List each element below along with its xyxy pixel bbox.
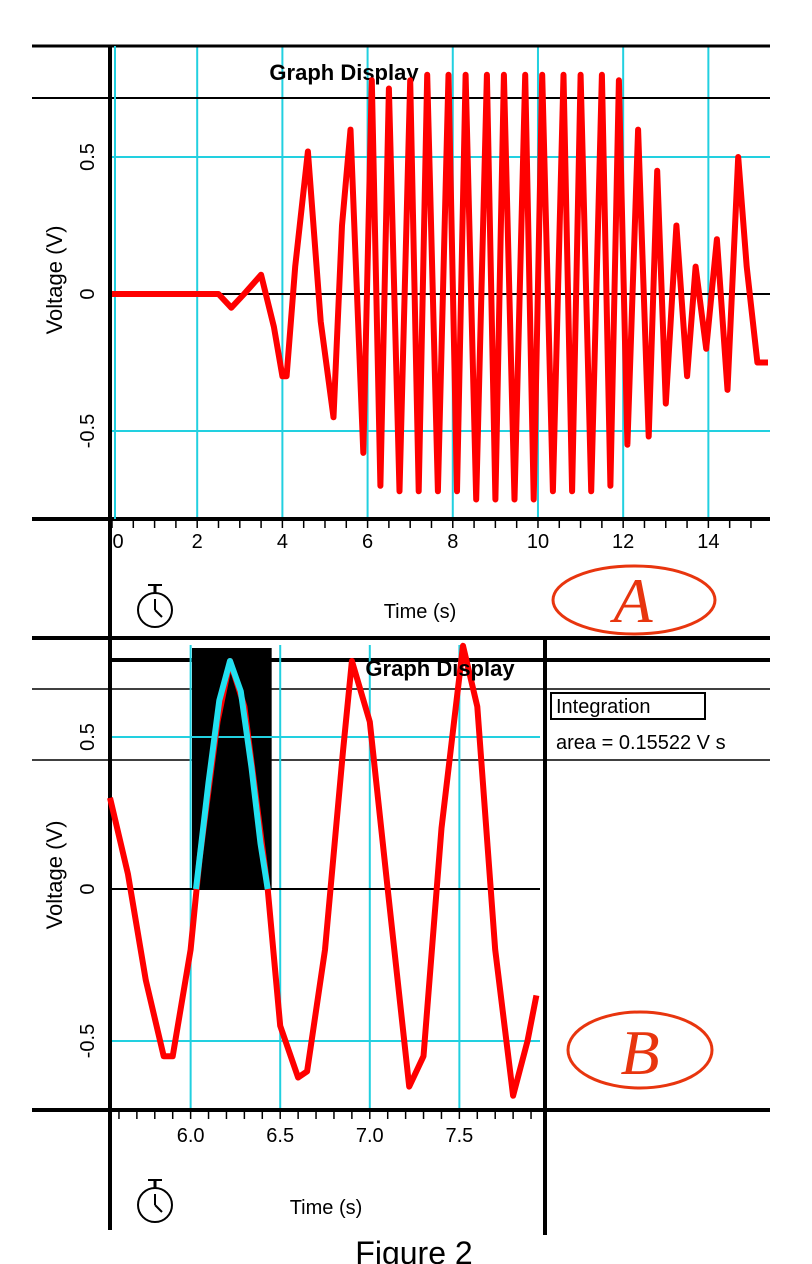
y-tick-label-b: 0 [77,883,99,894]
badge-ellipse-a [551,564,717,636]
y-tick-label-a: 0.5 [77,143,99,171]
stopwatch-icon[interactable] [137,1179,173,1223]
x-tick-label-b: 7.5 [445,1125,473,1147]
xlabel-b: Time (s) [290,1197,363,1219]
xlabel-a: Time (s) [384,601,457,623]
y-ticks-a: 0.5 0 -0.5 [77,143,99,448]
ylabel-a: Voltage (V) [42,226,67,335]
y-tick-label-b: 0.5 [77,723,99,751]
integration-label: Integration [556,696,651,718]
series-line-a [112,71,768,503]
x-tick-label-a: 6 [362,531,373,553]
x-tick-label-a: 12 [612,531,634,553]
x-ticks-a: 0 2 4 6 8 10 12 14 [111,521,752,553]
series-line-b [107,642,540,1099]
title-a: Graph Display [269,60,419,85]
y-tick-label-a: 0 [77,288,99,299]
stopwatch-icon[interactable] [137,584,173,628]
series-line-b-integrated [193,658,271,890]
x-tick-label-a: 0 [112,531,123,553]
integration-result: area = 0.15522 V s [556,732,726,754]
x-tick-label-a: 4 [277,531,288,553]
ylabel-b: Voltage (V) [42,821,67,930]
badge-b: B [620,1017,659,1088]
y-ticks-b: 0.5 0 -0.5 [77,723,99,1058]
badge-a: A [609,565,653,636]
x-tick-label-b: 6.5 [266,1125,294,1147]
x-tick-label-a: 2 [192,531,203,553]
x-tick-label-a: 14 [697,531,719,553]
title-b: Graph Display [365,656,515,681]
panel-a: 0.5 0 -0.5 0 2 4 6 8 10 12 14 Graph Display Volta… [32,44,770,640]
figure-caption: Figure 2 [355,1235,472,1264]
x-ticks-b: 6.0 6.5 7.0 7.5 [118,1112,532,1147]
x-tick-label-a: 8 [447,531,458,553]
panel-b: 0.5 0 -0.5 6.0 6.5 7.0 7.5 Graph Display Volt… [32,640,770,1235]
x-tick-label-b: 6.0 [177,1125,205,1147]
badge-ellipse-b [566,1010,714,1090]
x-tick-label-a: 10 [527,531,549,553]
y-tick-label-b: -0.5 [77,1024,99,1058]
y-tick-label-a: -0.5 [77,414,99,448]
x-tick-label-b: 7.0 [356,1125,384,1147]
integration-label-box [550,692,706,720]
